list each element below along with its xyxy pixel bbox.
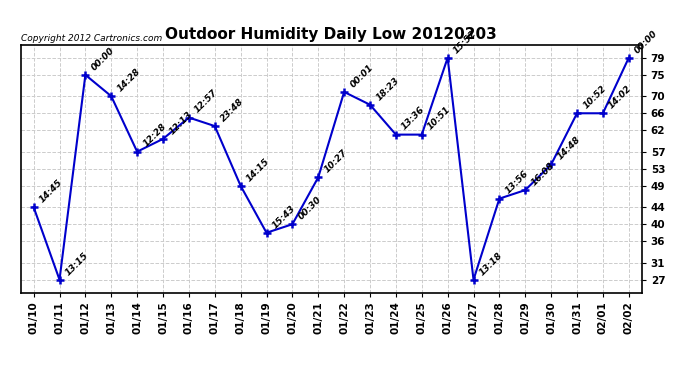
Text: 13:15: 13:15 [63,251,90,277]
Text: 00:00: 00:00 [90,45,116,72]
Text: 14:15: 14:15 [245,156,271,183]
Text: 15:52: 15:52 [452,28,478,55]
Text: 13:36: 13:36 [400,105,426,132]
Text: 14:02: 14:02 [607,84,633,111]
Text: 23:48: 23:48 [219,97,246,123]
Text: 00:30: 00:30 [297,195,323,222]
Text: 00:00: 00:00 [633,28,660,55]
Text: 12:13: 12:13 [167,110,194,136]
Text: 10:51: 10:51 [426,105,453,132]
Text: 18:23: 18:23 [374,75,401,102]
Text: 12:57: 12:57 [193,88,219,115]
Text: 13:56: 13:56 [504,169,530,196]
Text: 14:45: 14:45 [38,178,64,204]
Text: 15:43: 15:43 [270,203,297,230]
Text: 14:48: 14:48 [555,135,582,162]
Text: Copyright 2012 Cartronics.com: Copyright 2012 Cartronics.com [21,33,162,42]
Text: 00:01: 00:01 [348,63,375,89]
Text: 13:18: 13:18 [477,251,504,277]
Text: 12:28: 12:28 [141,122,168,149]
Text: 10:27: 10:27 [322,148,349,174]
Text: 16:08: 16:08 [529,161,556,187]
Title: Outdoor Humidity Daily Low 20120203: Outdoor Humidity Daily Low 20120203 [166,27,497,42]
Text: 14:28: 14:28 [115,67,142,93]
Text: 10:52: 10:52 [581,84,608,111]
